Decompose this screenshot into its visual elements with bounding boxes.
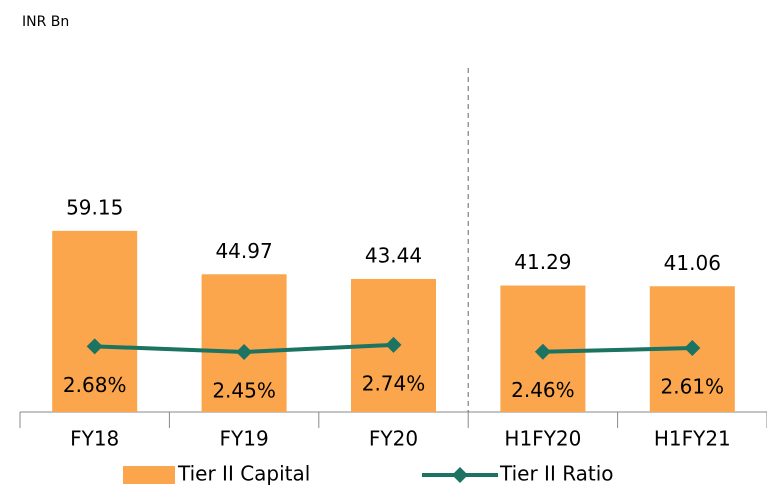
x-tick-label: H1FY20	[504, 427, 581, 451]
x-tick-label: H1FY21	[654, 427, 731, 451]
line-marker	[385, 336, 402, 353]
legend-marker	[452, 467, 468, 483]
line	[542, 346, 693, 354]
x-tick-label: FY20	[369, 427, 418, 451]
line-label: 2.46%	[511, 378, 575, 402]
line-label: 2.74%	[362, 371, 426, 395]
line-marker	[534, 343, 551, 360]
bar	[52, 230, 138, 412]
bar-label: 41.29	[514, 250, 571, 274]
line-label: 2.68%	[63, 373, 127, 397]
line-label: 2.61%	[661, 375, 725, 399]
line-marker	[86, 338, 103, 355]
line-label: 2.45%	[212, 378, 276, 402]
x-tick-label: FY18	[70, 427, 119, 451]
unit-label: INR Bn	[22, 14, 69, 30]
bar-label: 41.06	[664, 251, 721, 275]
line-marker	[684, 340, 701, 357]
x-tick-label: FY19	[220, 427, 269, 451]
bar-label: 59.15	[66, 195, 123, 219]
legend-label: Tier II Ratio	[499, 462, 614, 486]
bar-label: 43.44	[365, 243, 422, 267]
legend-label: Tier II Capital	[177, 462, 310, 486]
line-marker	[236, 343, 253, 360]
legend-swatch	[123, 466, 175, 484]
bar-label: 44.97	[215, 239, 272, 263]
bar	[201, 274, 287, 412]
